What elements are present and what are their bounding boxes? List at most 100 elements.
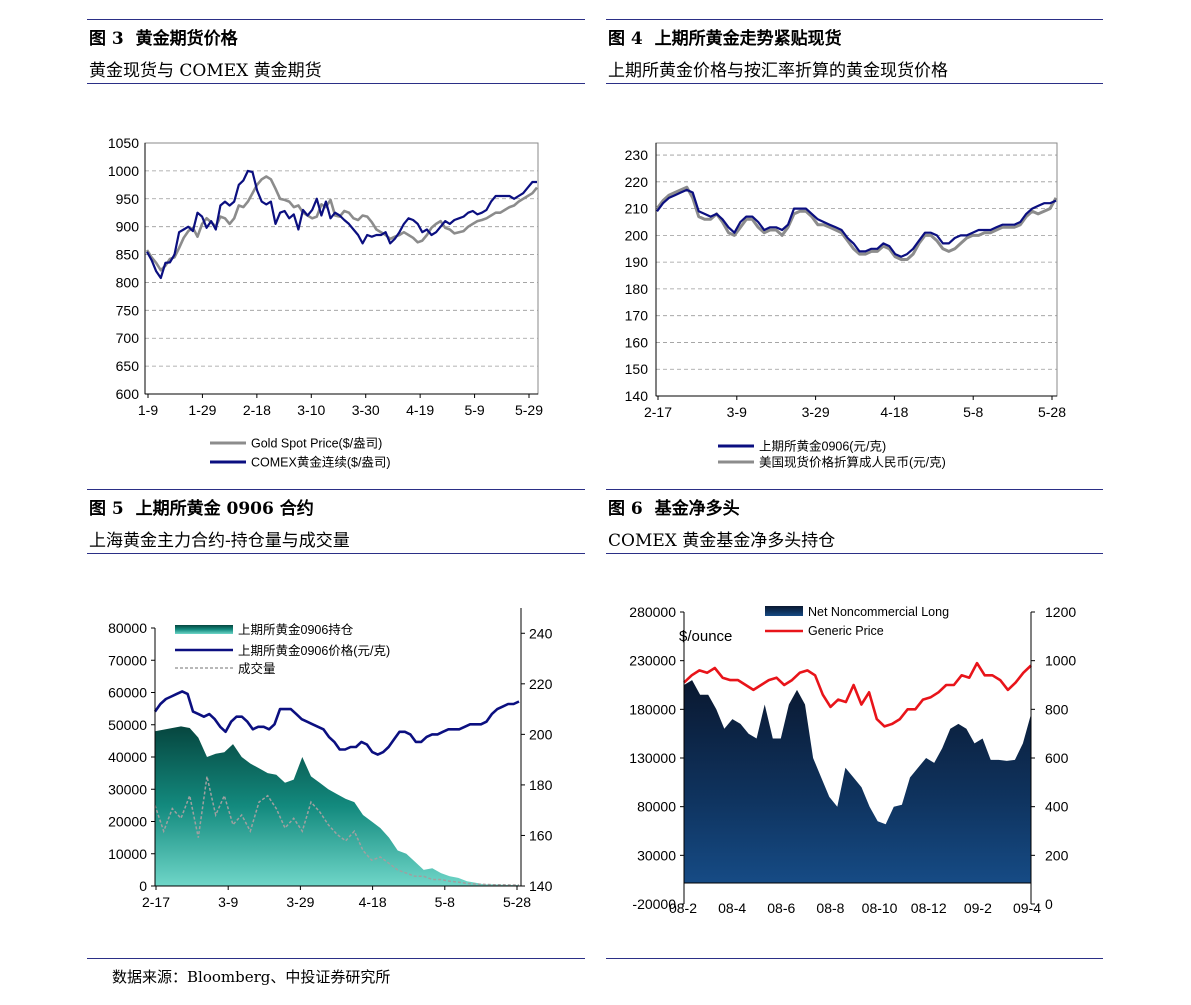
chart4-x-tick-label: 09-4: [1013, 900, 1041, 916]
chart1-y-tick-label: 900: [116, 219, 140, 235]
chart2-y-tick-label: 180: [625, 281, 649, 297]
chart3-legend-label: 成交量: [238, 661, 276, 676]
chart3-y-right-tick-label: 160: [529, 827, 553, 843]
panel3-sub-rule: [87, 553, 585, 554]
chart1-y-tick-label: 750: [116, 302, 140, 318]
chart2-x-tick-label: 2-17: [644, 404, 672, 420]
panel4-title-text: 基金净多头: [654, 499, 740, 519]
chart1-y-tick-label: 600: [116, 386, 140, 402]
chart1-x-tick-label: 1-9: [138, 402, 158, 418]
chart1-x-tick-label: 4-19: [406, 402, 434, 418]
chart1-y-tick-label: 800: [116, 274, 140, 290]
chart4-y-right-tick-label: 200: [1045, 847, 1069, 863]
chart3-y-right-tick-label: 200: [529, 726, 553, 742]
chart3-x-tick-label: 2-17: [142, 894, 170, 910]
chart2-x-tick-label: 5-8: [963, 404, 983, 420]
chart1-x-tick-label: 3-10: [297, 402, 325, 418]
chart1-series-line-comex: [146, 169, 537, 280]
chart4-y-left-tick-label: 230000: [629, 653, 676, 669]
chart4-right-axis-unit: $/ounce: [679, 628, 732, 645]
chart4-y-left-tick-label: -20000: [632, 896, 676, 912]
chart3-x-tick-label: 5-8: [435, 894, 455, 910]
panel4-top-rule: [606, 489, 1103, 490]
chart2-legend-label: 美国现货价格折算成人民币(元/克): [759, 455, 946, 470]
chart3-price-line: [153, 690, 520, 756]
panel2-figure-number: 图 4: [608, 29, 643, 49]
chart2-y-tick-label: 200: [625, 227, 649, 243]
chart3-x-tick-label: 5-28: [503, 894, 531, 910]
panel3-subtitle: 上海黄金主力合约-持仓量与成交量: [89, 531, 350, 551]
chart4-legend-label: Net Noncommercial Long: [808, 605, 949, 619]
chart4-y-left-tick-label: 130000: [629, 750, 676, 766]
panel1-title-text: 黄金期货价格: [135, 29, 238, 49]
panel1-top-rule: [87, 19, 585, 20]
chart4-y-left-tick-label: 180000: [629, 701, 676, 717]
chart1-x-tick-label: 2-18: [243, 402, 271, 418]
panel3-top-rule: [87, 489, 585, 490]
panel1-figure-title: 图 3 黄金期货价格: [89, 24, 238, 49]
chart1-y-tick-label: 950: [116, 191, 140, 207]
panel1-sub-rule: [87, 83, 585, 84]
chart3-y-left-tick-label: 80000: [108, 620, 147, 636]
panel3-title-text: 上期所黄金 0906 合约: [135, 499, 314, 519]
chart2-y-tick-label: 170: [625, 308, 649, 324]
chart4-x-tick-label: 08-10: [862, 900, 898, 916]
chart4-x-tick-label: 08-6: [767, 900, 795, 916]
chart3-y-left-tick-label: 0: [139, 878, 147, 894]
chart3-y-left-tick-label: 70000: [108, 652, 147, 668]
chart2-series-line-shfe: [656, 188, 1057, 258]
chart3-y-left-tick-label: 20000: [108, 814, 147, 830]
chart1-y-tick-label: 650: [116, 358, 140, 374]
chart4-y-right-tick-label: 800: [1045, 701, 1069, 717]
chart4-x-tick-label: 08-4: [718, 900, 746, 916]
panel1-figure-number: 图 3: [89, 29, 124, 49]
chart4-y-right-tick-label: 600: [1045, 750, 1069, 766]
chart3-legend-label: 上期所黄金0906持仓: [238, 622, 354, 637]
chart2-y-tick-label: 140: [625, 388, 649, 404]
chart4-y-left-tick-label: 30000: [637, 847, 676, 863]
panel3-figure-number: 图 5: [89, 499, 124, 519]
panel2-title-text: 上期所黄金走势紧贴现货: [654, 29, 842, 49]
panel3-figure-title: 图 5 上期所黄金 0906 合约: [89, 494, 314, 519]
chart1-y-tick-label: 850: [116, 247, 140, 263]
chart2-x-tick-label: 3-29: [802, 404, 830, 420]
chart2-y-tick-label: 150: [625, 361, 649, 377]
chart2-x-tick-label: 4-18: [880, 404, 908, 420]
chart2-x-tick-label: 3-9: [727, 404, 747, 420]
chart3-x-tick-label: 3-29: [286, 894, 314, 910]
chart4-x-tick-label: 08-12: [911, 900, 947, 916]
chart4-y-left-tick-label: 80000: [637, 799, 676, 815]
chart3-volume-line: [154, 776, 519, 886]
panel2-sub-rule: [606, 83, 1103, 84]
chart2-y-tick-label: 160: [625, 334, 649, 350]
footer-rule-right: [606, 958, 1103, 959]
chart4-legend-swatch-area: [765, 606, 803, 616]
chart3-y-right-tick-label: 220: [529, 676, 553, 692]
chart1-y-tick-label: 700: [116, 330, 140, 346]
chart1-x-tick-label: 1-29: [188, 402, 216, 418]
chart4-y-right-tick-label: 0: [1045, 896, 1053, 912]
chart2-y-tick-label: 220: [625, 174, 649, 190]
footer-rule-left: [87, 958, 585, 959]
chart4-net-long-area: [684, 680, 1031, 883]
chart1-legend-label: COMEX黄金连续($/盎司): [251, 455, 391, 470]
chart4-x-tick-label: 08-2: [669, 900, 697, 916]
panel4-sub-rule: [606, 553, 1103, 554]
chart4-x-tick-label: 09-2: [964, 900, 992, 916]
chart1-x-tick-label: 5-29: [515, 402, 543, 418]
chart4-legend-label: Generic Price: [808, 624, 884, 638]
chart3-y-right-tick-label: 180: [529, 777, 553, 793]
chart3-y-left-tick-label: 10000: [108, 846, 147, 862]
chart2-x-tick-label: 5-28: [1038, 404, 1066, 420]
chart2-series-line-spot-cny: [655, 185, 1058, 261]
chart4-y-right-tick-label: 1200: [1045, 604, 1076, 620]
chart2-legend-label: 上期所黄金0906(元/克): [759, 439, 886, 454]
chart3-y-right-tick-label: 240: [529, 625, 553, 641]
chart3-x-tick-label: 3-9: [218, 894, 238, 910]
chart2-y-tick-label: 210: [625, 201, 649, 217]
chart3-legend-label: 上期所黄金0906价格(元/克): [238, 643, 390, 658]
